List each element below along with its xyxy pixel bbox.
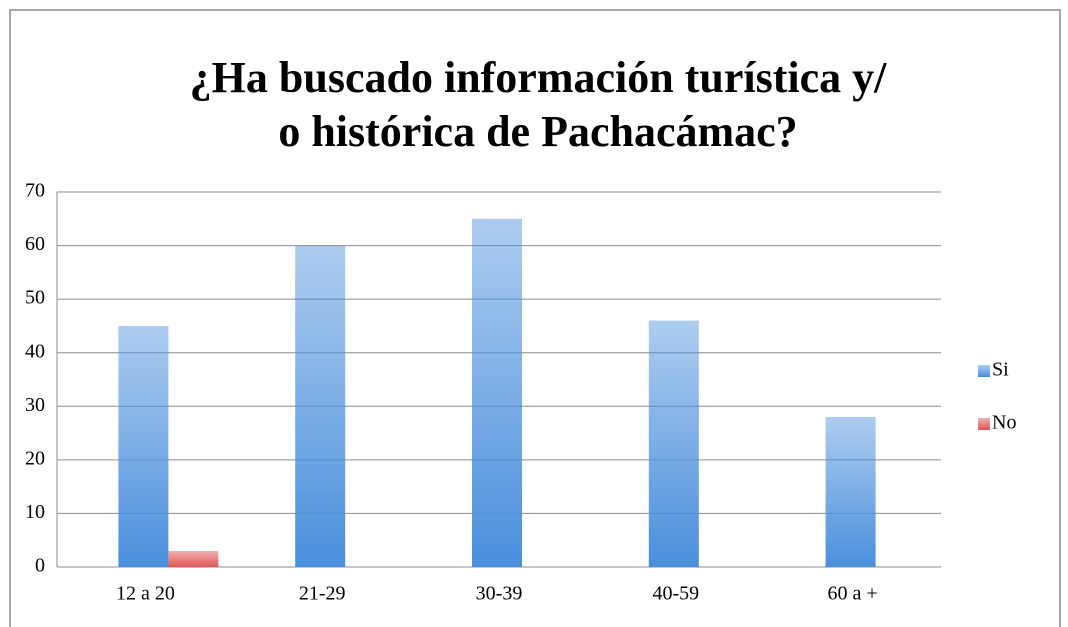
chart-title-line: ¿Ha buscado información turística y/ <box>190 53 887 102</box>
x-tick-label: 30-39 <box>476 583 523 605</box>
y-tick-label: 70 <box>25 180 45 202</box>
bar <box>295 245 346 568</box>
bar <box>168 550 219 567</box>
x-tick-label: 60 a + <box>828 583 878 605</box>
chart-title-line: o histórica de Pachacámac? <box>278 107 797 156</box>
y-tick-label: 60 <box>25 233 45 255</box>
x-tick-label: 12 a 20 <box>116 583 175 605</box>
y-tick-label: 40 <box>25 340 45 362</box>
x-tick-label: 21-29 <box>299 583 346 605</box>
x-tick-label: 40-59 <box>652 583 699 605</box>
bar <box>648 320 699 567</box>
y-tick-label: 30 <box>25 394 45 416</box>
y-tick-label: 10 <box>25 501 45 523</box>
y-tick-label: 0 <box>35 555 45 577</box>
legend-label: Si <box>992 359 1009 381</box>
bar <box>825 417 876 567</box>
legend-swatch <box>978 365 990 377</box>
y-tick-label: 20 <box>25 447 45 469</box>
legend-swatch <box>978 418 990 430</box>
chart-frame <box>9 9 1061 627</box>
bar <box>118 325 169 567</box>
bar <box>472 218 522 568</box>
legend-label: No <box>992 412 1016 434</box>
y-tick-label: 50 <box>25 287 45 309</box>
